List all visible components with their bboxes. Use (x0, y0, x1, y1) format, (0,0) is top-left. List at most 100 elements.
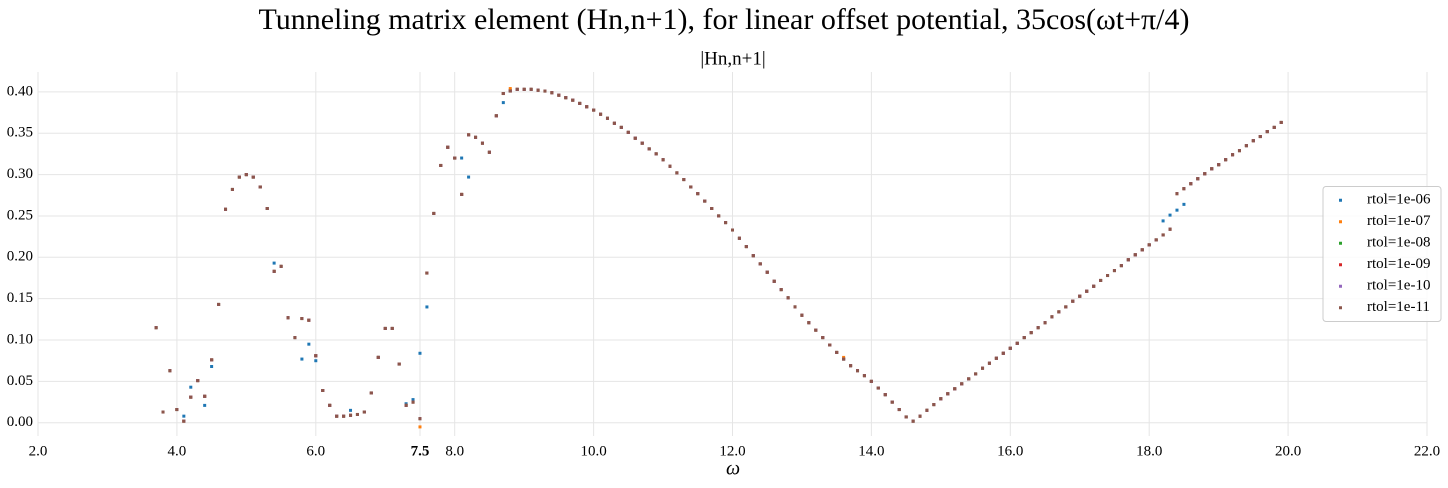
point (578, 101, 582, 105)
point (626, 130, 630, 134)
point (203, 394, 207, 398)
point (439, 163, 443, 167)
point (432, 211, 436, 215)
point (619, 125, 623, 129)
legend-marker (1339, 241, 1342, 245)
point (1251, 139, 1255, 143)
point (411, 400, 415, 404)
point (244, 173, 248, 177)
y-tick-label: 0.15 (7, 290, 33, 306)
point (1154, 238, 1158, 242)
point (779, 288, 783, 292)
point (1133, 253, 1137, 257)
point (1279, 120, 1283, 124)
legend-marker (1339, 284, 1342, 288)
legend: rtol=1e-06 rtol=1e-07 rtol=1e-08 rtol=1e-09… (1322, 186, 1442, 322)
point (842, 355, 846, 359)
point (196, 379, 200, 383)
point (279, 264, 283, 268)
series (154, 87, 1283, 423)
point (480, 141, 484, 145)
point (411, 398, 415, 402)
point (786, 296, 790, 300)
point (1182, 187, 1186, 191)
point (1161, 219, 1165, 223)
point (467, 175, 471, 179)
point (1258, 135, 1262, 139)
legend-label: rtol=1e-08 (1367, 235, 1430, 251)
x-tick-label: 7.5 (411, 443, 430, 459)
point (1147, 243, 1151, 247)
point (675, 171, 679, 175)
point (1231, 153, 1235, 157)
point (168, 369, 172, 373)
point (1071, 299, 1075, 303)
point (612, 121, 616, 125)
point (383, 326, 387, 330)
grid (37, 72, 1428, 436)
x-tick-label: 2.0 (29, 443, 48, 459)
y-tick-label: 0.10 (7, 331, 33, 347)
point (453, 156, 457, 160)
legend-marker (1339, 306, 1342, 310)
point (994, 356, 998, 360)
point (751, 254, 755, 258)
chart-subtitle: |Hn,n+1| (700, 48, 765, 69)
point (869, 379, 873, 383)
point (981, 366, 985, 370)
point (182, 414, 186, 418)
point (960, 382, 964, 386)
point (1196, 177, 1200, 181)
point (286, 316, 290, 320)
point (474, 135, 478, 139)
x-tick-label: 10.0 (580, 443, 606, 459)
point (800, 313, 804, 317)
point (418, 425, 422, 429)
point (835, 350, 839, 354)
point (765, 270, 769, 274)
point (897, 408, 901, 412)
point (876, 386, 880, 390)
point (272, 269, 276, 273)
point (265, 207, 269, 210)
legend-marker (1339, 198, 1342, 202)
x-tick-label: 20.0 (1275, 443, 1301, 459)
point (605, 116, 609, 120)
point (1036, 326, 1040, 330)
point (314, 359, 318, 363)
point (293, 336, 297, 340)
point (307, 318, 311, 322)
point (550, 91, 554, 95)
point (307, 342, 311, 346)
point (668, 164, 672, 168)
point (272, 261, 276, 265)
x-tick-label: 16.0 (997, 443, 1023, 459)
point (508, 89, 512, 93)
point (300, 317, 304, 321)
point (369, 391, 373, 395)
point (592, 108, 596, 112)
series (154, 87, 1283, 423)
point (362, 410, 366, 414)
point (376, 355, 380, 359)
point (397, 362, 401, 366)
point (355, 412, 359, 416)
point (237, 175, 241, 179)
point (182, 419, 186, 423)
point (1043, 321, 1047, 325)
point (210, 365, 214, 369)
point (696, 192, 700, 196)
series (154, 87, 1283, 423)
point (932, 403, 936, 407)
point (1099, 278, 1103, 282)
point (224, 207, 228, 211)
point (501, 92, 505, 96)
point (585, 105, 589, 109)
point (640, 141, 644, 145)
point (703, 199, 707, 203)
point (883, 393, 887, 397)
y-tick-label: 0.20 (7, 249, 33, 265)
point (744, 245, 748, 249)
point (349, 413, 353, 417)
